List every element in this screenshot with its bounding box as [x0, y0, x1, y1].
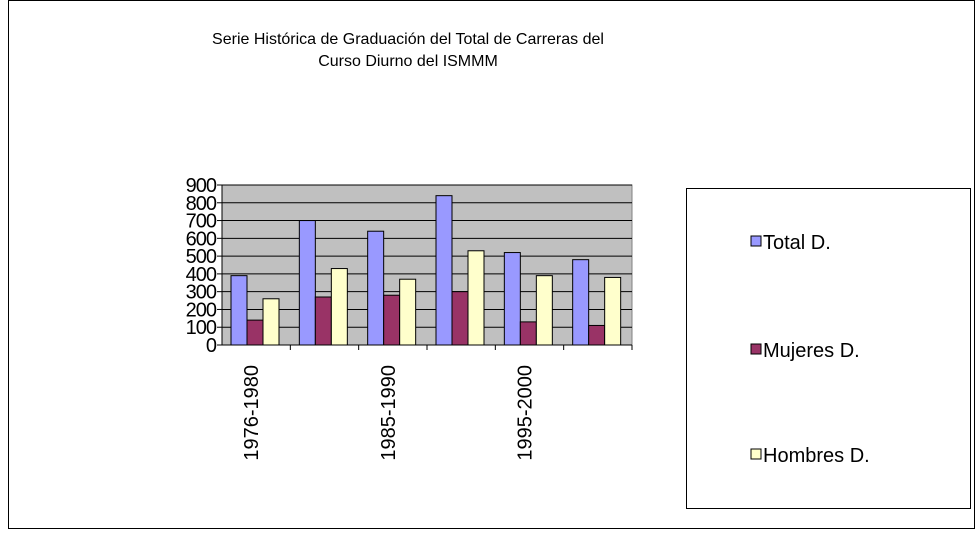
legend-label: Total D.: [763, 232, 831, 254]
bar: [314, 296, 332, 346]
bar: [230, 275, 248, 346]
y-tick-label: 300: [186, 282, 217, 304]
legend-swatch: [750, 235, 762, 247]
y-tick-label: 800: [186, 193, 217, 215]
bar: [503, 252, 521, 346]
bar: [367, 230, 385, 346]
bar: [467, 250, 485, 346]
legend: [686, 188, 971, 509]
bar: [298, 220, 316, 346]
chart-subtitle: Curso Diurno del ISMMM: [318, 53, 498, 70]
legend-swatch: [750, 448, 762, 460]
y-tick-label: 500: [186, 246, 217, 268]
x-tick-label: 1985-1990: [378, 365, 400, 461]
legend-label: Hombres D.: [763, 445, 870, 467]
bar: [588, 324, 606, 346]
bar: [435, 195, 453, 346]
y-tick-label: 700: [186, 211, 217, 233]
bar: [535, 275, 553, 346]
legend-swatch: [750, 343, 762, 355]
chart-title: Serie Histórica de Graduación del Total …: [212, 31, 604, 48]
bar: [399, 278, 417, 346]
bar: [519, 321, 537, 346]
bar: [604, 276, 622, 346]
x-tick-label: 1976-1980: [241, 365, 263, 461]
plot-area: [221, 184, 633, 346]
bar: [383, 294, 401, 346]
y-tick-label: 900: [186, 175, 217, 197]
y-tick-label: 600: [186, 228, 217, 250]
y-tick-label: 200: [186, 299, 217, 321]
x-tick-label: 1995-2000: [515, 365, 537, 461]
y-tick-label: 400: [186, 264, 217, 286]
bar: [246, 319, 264, 346]
bar: [262, 298, 280, 346]
bar: [572, 259, 590, 346]
bar: [451, 291, 469, 346]
y-tick-label: 0: [206, 335, 217, 357]
bar: [330, 268, 348, 346]
y-tick-label: 100: [186, 317, 217, 339]
legend-label: Mujeres D.: [763, 340, 860, 362]
